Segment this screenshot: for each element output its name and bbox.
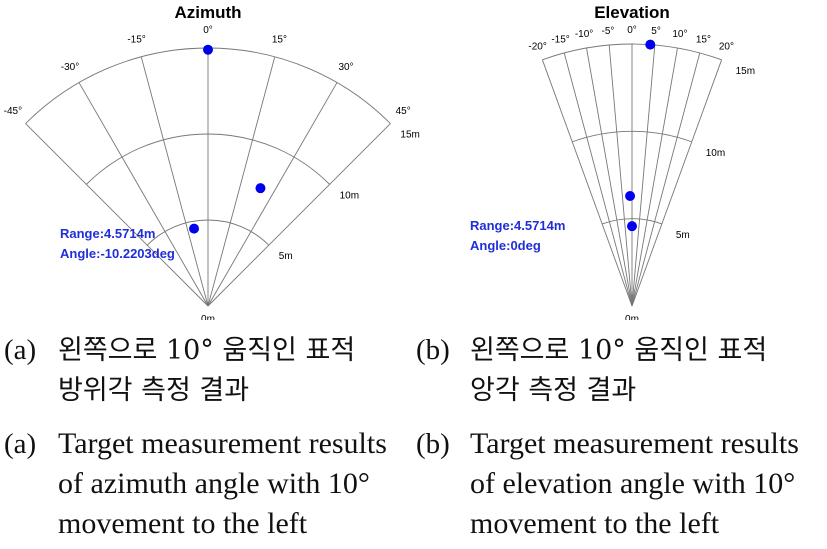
- caption-a-en-line2: of azimuth angle with 10°: [58, 467, 370, 500]
- caption-b-korean: (b) 왼쪽으로 10° 움직인 표적 앙각 측정 결과: [416, 330, 767, 411]
- annotation-range: Range:4.5714m: [470, 218, 565, 233]
- angle-spoke: [586, 47, 633, 307]
- angle-spoke: [608, 44, 633, 307]
- angle-tick-label: -20°: [528, 42, 546, 53]
- angle-tick-label: 0°: [627, 25, 637, 36]
- annotation-range: Range:4.5714m: [60, 226, 155, 241]
- caption-a-en-line3: movement to the left: [58, 507, 308, 540]
- angle-tick-label: -5°: [601, 26, 614, 37]
- caption-a-label: (a): [4, 334, 37, 366]
- angle-spoke: [140, 56, 209, 307]
- angle-tick-label: -15°: [551, 34, 569, 45]
- caption-b-en-line1: Target measurement results: [470, 427, 799, 460]
- elevation-chart: Elevation -20° -15° -10° -5° 0° 5° 10° 15° 20° 0m 5…: [470, 3, 755, 320]
- caption-b-english: (b) Target measurement results of elevati…: [416, 424, 799, 544]
- angle-spoke: [25, 123, 209, 307]
- caption-a-english: (a) Target measurement results of azimuth…: [4, 424, 387, 544]
- data-point: [203, 44, 213, 55]
- range-tick-label: 0m: [201, 314, 215, 320]
- angle-tick-label: 45°: [396, 106, 411, 117]
- angle-tick-label: 20°: [719, 42, 734, 53]
- caption-a-ko-line2: 방위각 측정 결과: [58, 375, 250, 406]
- range-tick-label: 0m: [625, 314, 639, 320]
- caption-b-en-label: (b): [416, 428, 450, 460]
- range-tick-label: 5m: [279, 251, 293, 262]
- caption-a-korean: (a) 왼쪽으로 10° 움직인 표적 방위각 측정 결과: [4, 330, 355, 411]
- angle-spoke: [631, 44, 656, 307]
- range-tick-label: 15m: [736, 66, 755, 77]
- data-point: [255, 183, 266, 194]
- angle-tick-label: 15°: [696, 34, 711, 45]
- annotation-angle: Angle:0deg: [470, 238, 541, 253]
- chart-title: Elevation: [594, 3, 670, 22]
- angle-spoke: [631, 47, 678, 307]
- angle-spoke: [631, 52, 701, 307]
- azimuth-chart: Azimuth -45° -30° -15° 0° 15° 30° 45° 0m 5m 10m 15m…: [4, 3, 420, 320]
- angle-tick-label: -15°: [127, 34, 145, 45]
- data-point: [625, 190, 636, 201]
- caption-b-en-line3: movement to the left: [470, 507, 720, 540]
- angle-spoke: [541, 59, 633, 307]
- data-point: [189, 223, 200, 234]
- angle-tick-label: -45°: [4, 106, 22, 117]
- range-tick-label: 5m: [676, 230, 690, 241]
- caption-b-en-line2: of elevation angle with 10°: [470, 467, 796, 500]
- angle-tick-label: 15°: [272, 34, 287, 45]
- angle-tick-label: 5°: [651, 26, 661, 37]
- angle-tick-label: 0°: [203, 25, 213, 36]
- range-tick-label: 15m: [400, 130, 419, 141]
- caption-b-ko-line1: 왼쪽으로 10° 움직인 표적: [470, 335, 768, 366]
- caption-b-label: (b): [416, 334, 450, 366]
- caption-b-ko-line2: 앙각 측정 결과: [470, 375, 637, 406]
- data-point: [627, 221, 637, 232]
- range-tick-label: 10m: [706, 148, 725, 159]
- angle-spoke: [207, 56, 276, 307]
- angle-spoke: [207, 82, 338, 307]
- caption-a-en-line1: Target measurement results: [58, 427, 387, 460]
- angle-tick-label: 10°: [672, 29, 687, 40]
- angle-tick-label: -30°: [61, 62, 79, 73]
- chart-title: Azimuth: [174, 3, 241, 22]
- data-point: [645, 39, 656, 50]
- figure-canvas: Azimuth -45° -30° -15° 0° 15° 30° 45° 0m 5m 10m 15m…: [4, 3, 755, 320]
- angle-tick-label: -10°: [575, 29, 593, 40]
- angle-spoke: [78, 82, 209, 307]
- caption-a-en-label: (a): [4, 428, 37, 460]
- range-tick-label: 10m: [340, 190, 359, 201]
- angle-spoke: [207, 123, 391, 307]
- angle-spoke: [563, 52, 633, 307]
- angle-tick-label: 30°: [338, 62, 353, 73]
- caption-a-ko-line1: 왼쪽으로 10° 움직인 표적: [58, 335, 356, 366]
- annotation-angle: Angle:-10.2203deg: [60, 246, 175, 261]
- angle-spoke: [631, 59, 723, 307]
